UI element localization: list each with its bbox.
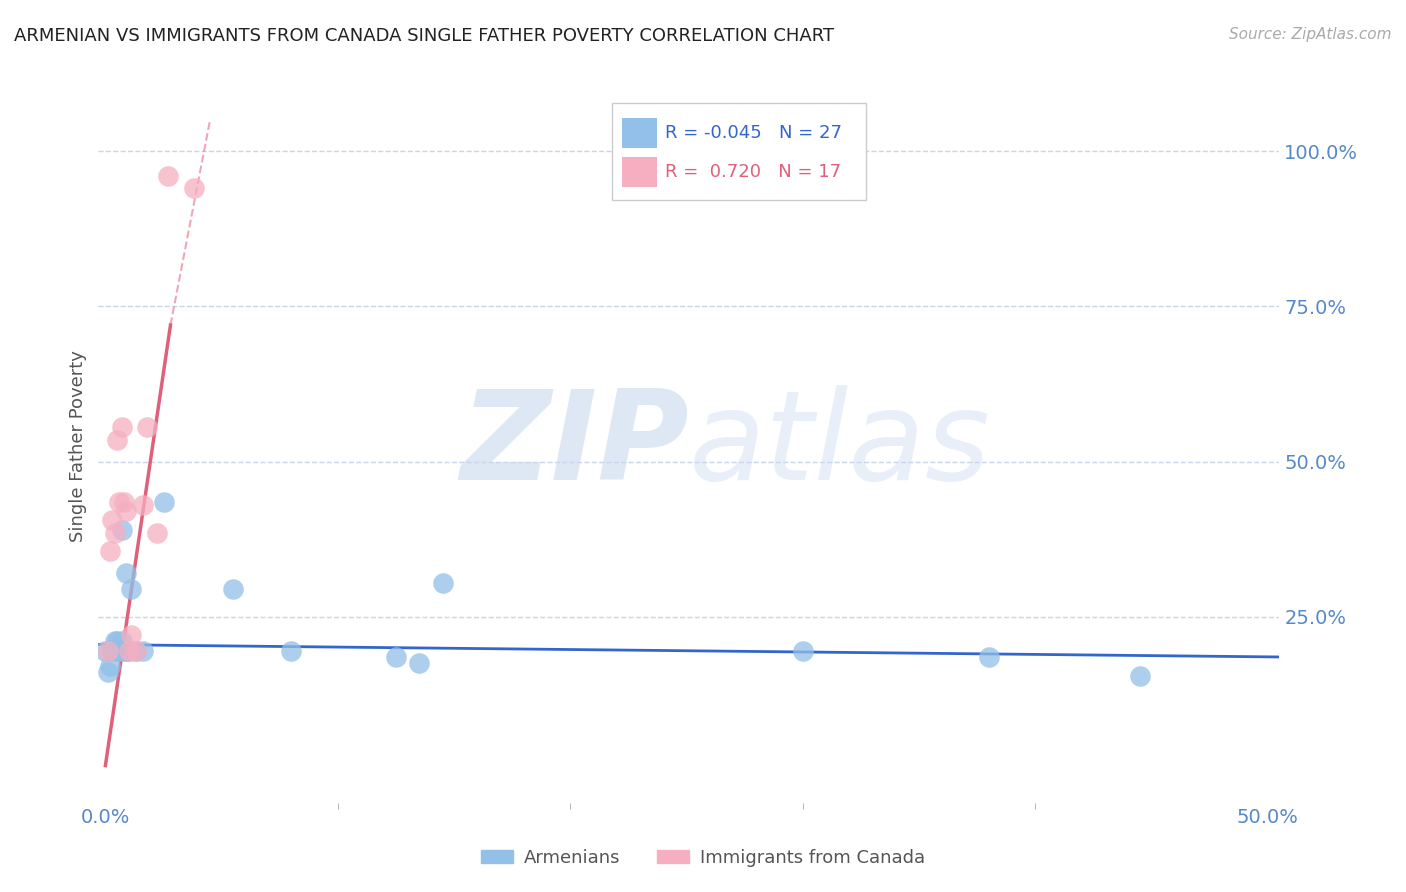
Point: [145, 525, 167, 540]
Point: [115, 504, 138, 518]
Point: [115, 566, 138, 581]
Text: R =  0.720   N = 17: R = 0.720 N = 17: [665, 163, 841, 181]
FancyBboxPatch shape: [612, 103, 866, 200]
Point: [98, 544, 121, 558]
Text: ARMENIAN VS IMMIGRANTS FROM CANADA SINGLE FATHER POVERTY CORRELATION CHART: ARMENIAN VS IMMIGRANTS FROM CANADA SINGL…: [14, 27, 834, 45]
FancyBboxPatch shape: [621, 119, 657, 148]
Point: [105, 644, 128, 658]
Point: [105, 634, 128, 648]
Point: [432, 575, 454, 590]
Text: atlas: atlas: [689, 385, 991, 507]
Point: [108, 495, 131, 509]
Point: [101, 644, 124, 658]
Point: [104, 634, 127, 648]
Point: [112, 495, 135, 509]
Point: [280, 644, 302, 658]
Text: ZIP: ZIP: [460, 385, 689, 507]
Point: [131, 498, 153, 512]
Legend: Armenians, Immigrants from Canada: Armenians, Immigrants from Canada: [474, 842, 932, 874]
Point: [977, 650, 1000, 665]
Point: [97, 665, 120, 680]
Point: [183, 181, 205, 195]
Point: [131, 644, 153, 658]
Point: [115, 644, 138, 658]
Point: [105, 433, 128, 447]
Point: [124, 644, 146, 658]
Point: [152, 495, 174, 509]
Point: [792, 644, 814, 658]
Text: Source: ZipAtlas.com: Source: ZipAtlas.com: [1229, 27, 1392, 42]
Point: [108, 644, 131, 658]
Point: [104, 640, 127, 655]
Point: [98, 659, 121, 673]
Point: [222, 582, 245, 596]
Point: [124, 644, 146, 658]
Point: [97, 644, 120, 658]
Point: [117, 644, 139, 658]
Point: [1129, 668, 1152, 682]
Point: [104, 525, 127, 540]
Point: [385, 650, 408, 665]
Point: [111, 634, 134, 648]
Point: [112, 644, 135, 658]
Text: R = -0.045   N = 27: R = -0.045 N = 27: [665, 125, 842, 143]
Point: [94, 644, 117, 658]
FancyBboxPatch shape: [621, 157, 657, 187]
Point: [111, 523, 134, 537]
Y-axis label: Single Father Poverty: Single Father Poverty: [69, 350, 87, 542]
Point: [157, 169, 180, 183]
Point: [101, 513, 124, 527]
Point: [120, 582, 142, 596]
Point: [120, 628, 142, 642]
Point: [136, 420, 159, 434]
Point: [408, 656, 430, 670]
Point: [117, 644, 139, 658]
Point: [111, 420, 134, 434]
